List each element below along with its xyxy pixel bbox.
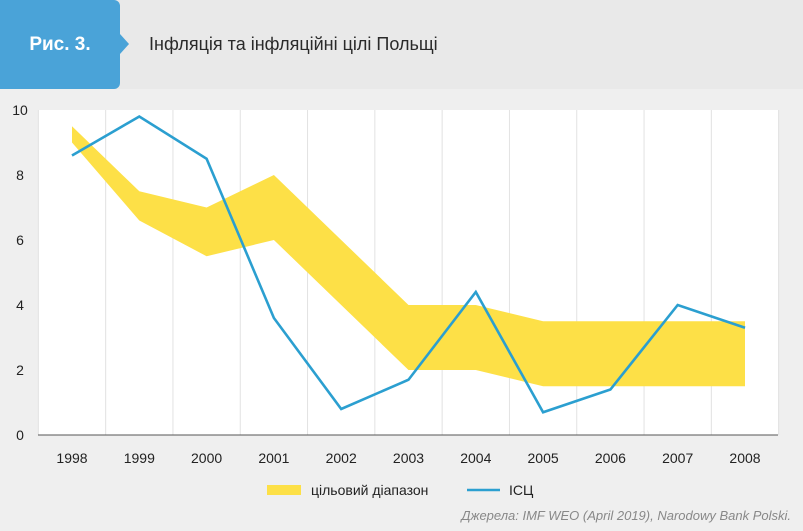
legend-band-label: цільовий діапазон: [311, 482, 428, 498]
x-tick-label-1999: 1999: [124, 450, 155, 466]
x-tick-label-2000: 2000: [191, 450, 222, 466]
y-tick-label-6: 6: [16, 232, 24, 248]
legend-cpi-label: ІСЦ: [509, 482, 534, 498]
figure-label: Рис. 3.: [29, 34, 91, 55]
x-tick-label-2004: 2004: [460, 450, 491, 466]
y-tick-label-4: 4: [16, 297, 24, 313]
x-tick-label-2002: 2002: [326, 450, 357, 466]
figure-header: Рис. 3. Інфляція та інфляційні цілі Поль…: [0, 0, 803, 89]
figure-title: Інфляція та інфляційні цілі Польщі: [149, 34, 438, 54]
inflation-chart: 0 2 4 6 8 10 1998 1999 2000 2001 2002 2003 2004 2005 2…: [12, 102, 780, 498]
y-tick-label-10: 10: [12, 102, 28, 118]
x-tick-label-2008: 2008: [729, 450, 760, 466]
target-band: [72, 126, 745, 387]
badge-arrow-icon: [120, 34, 129, 54]
x-tick-label-1998: 1998: [56, 450, 87, 466]
x-tick-label-2003: 2003: [393, 450, 424, 466]
x-tick-label-2001: 2001: [258, 450, 289, 466]
figure-badge: [0, 0, 120, 89]
y-tick-label-8: 8: [16, 167, 24, 183]
y-tick-label-2: 2: [16, 362, 24, 378]
x-tick-label-2006: 2006: [595, 450, 626, 466]
source-note: Джерела: IMF WEO (April 2019), Narodowy …: [461, 508, 791, 523]
y-tick-label-0: 0: [16, 427, 24, 443]
x-tick-label-2007: 2007: [662, 450, 693, 466]
x-tick-label-2005: 2005: [528, 450, 559, 466]
legend-band-swatch: [267, 485, 301, 495]
